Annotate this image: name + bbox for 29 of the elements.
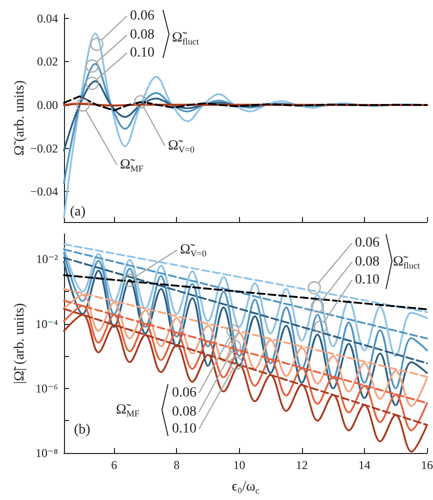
y-tick-label: 10⁻⁸ [35,446,58,460]
y-tick-label: 0.02 [37,54,58,69]
annotation: 0.06 [130,8,154,24]
y-tick-label: −0.04 [30,184,58,199]
x-tick-label: 14 [358,458,370,472]
x-tick-label: 12 [296,458,308,472]
annotation: 0.08 [130,28,154,42]
y-tick-label: 0.04 [37,11,58,26]
x-tick-label: 10 [233,458,246,472]
annotation: 0.10 [172,422,196,436]
y-tick-label: −0.02 [30,141,58,156]
annotation: (b) [74,422,91,438]
annotation: 0.10 [130,46,154,60]
annotation: 0.06 [172,386,196,400]
y-tick-label: 10⁻⁴ [35,316,58,331]
annotation: 0.10 [355,272,380,288]
x-tick-label: 8 [174,458,180,472]
y-axis-title: Ω̃ (arb. units) [12,80,28,156]
x-tick-label: 16 [421,458,433,472]
annotation: 0.08 [355,254,380,270]
y-tick-label: 10⁻⁶ [35,381,58,396]
annotation: 0.06 [355,236,380,250]
annotation: (a) [70,204,86,220]
y-tick-label: 10⁻² [36,252,58,266]
y-axis-title: |Ω̃| (arb. units) [12,302,28,384]
line-series [63,95,428,112]
y-tick-label: 0.00 [37,98,58,112]
x-tick-label: 6 [111,458,118,472]
annotation: 0.08 [172,404,196,420]
